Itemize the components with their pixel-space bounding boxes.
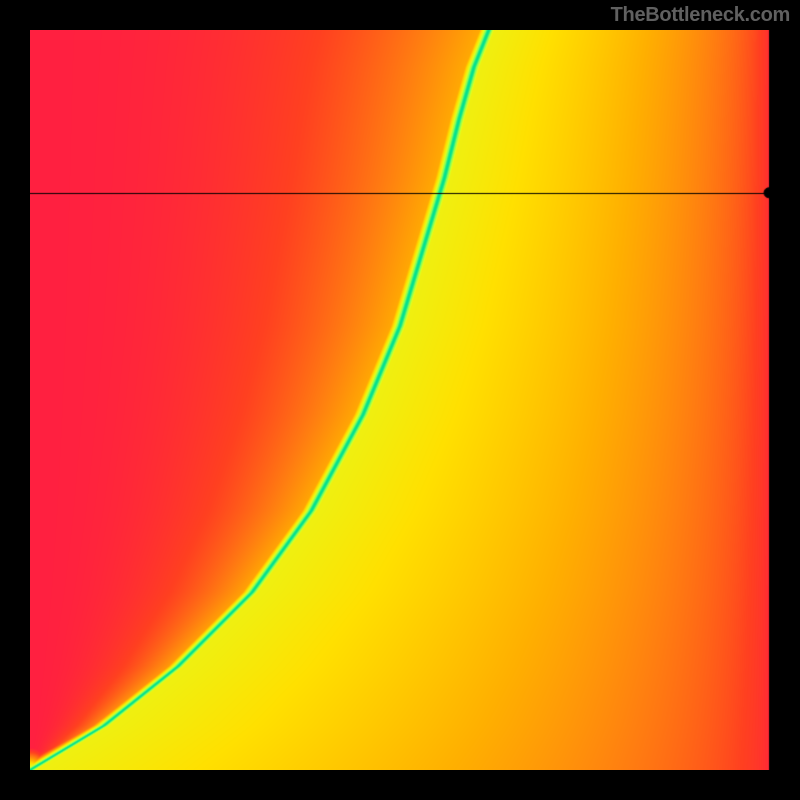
heatmap-canvas (30, 30, 770, 770)
heatmap-plot (30, 30, 770, 770)
watermark-text: TheBottleneck.com (611, 4, 790, 27)
chart-container: TheBottleneck.com (0, 0, 800, 800)
